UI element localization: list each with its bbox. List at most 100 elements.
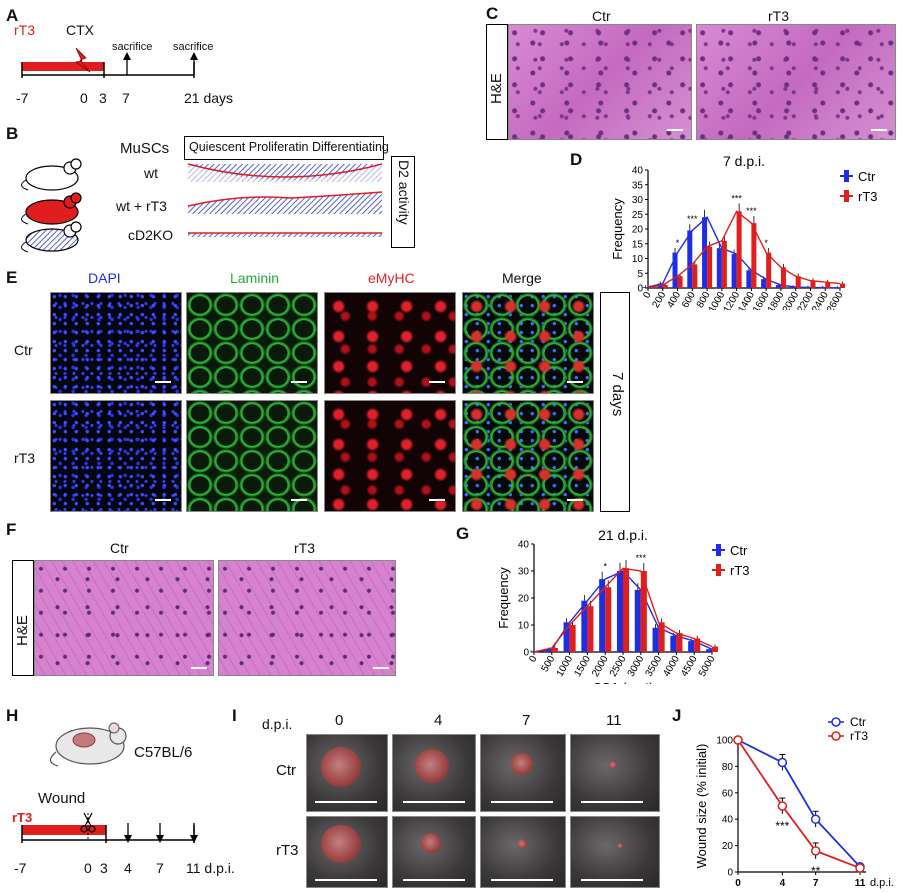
chart-j: 0 20 40 60 80 100 0 4 7 11 d.p.i. Wound size (% ini…: [694, 715, 894, 889]
panelE-row-rt3: rT3: [14, 450, 35, 466]
y-tick-label: 0: [523, 648, 529, 659]
bar-rt3: [810, 280, 816, 288]
point-rt3: [777, 801, 788, 811]
panelF-stain-label: H&E: [14, 615, 31, 646]
y-tick-label: 20: [632, 225, 644, 236]
panelB-stages: Quiescent Proliferatin Differentiating: [189, 140, 389, 154]
arrow-up-icon: [123, 52, 131, 60]
chart-d: 0510152025303540020040060080010001200140…: [610, 153, 878, 310]
x-tick-label: 7: [813, 878, 819, 889]
panelB-row-cd2ko: cD2KO: [128, 227, 174, 243]
panelH-tick-0: -7: [14, 860, 27, 876]
panelC-group-ctr: Ctr: [592, 8, 611, 24]
x-tick-label: 4: [780, 878, 786, 889]
significance-mark: ***: [687, 214, 698, 224]
bar-ctr: [672, 252, 678, 288]
panel-letter-e: E: [6, 268, 18, 287]
bar-ctr: [642, 287, 648, 288]
bar-ctr: [775, 285, 781, 288]
legend-label-ctr: Ctr: [850, 715, 866, 729]
panel-letter-c: C: [486, 4, 499, 23]
x-tick-label: 4500: [679, 654, 700, 679]
panelH-tick-4: 7: [156, 860, 164, 876]
significance-mark: ***: [636, 553, 647, 563]
bar-ctr: [687, 230, 693, 288]
bar-ctr: [616, 571, 623, 652]
bar-ctr: [716, 248, 722, 288]
panelE-channel-merge: Merge: [502, 270, 542, 286]
line-rt3: [533, 567, 713, 653]
panelB-row-wt: wt: [144, 165, 158, 181]
panelE-image-rt3-merge: [462, 400, 594, 512]
bar-rt3: [677, 276, 683, 288]
y-tick-label: 30: [632, 195, 644, 206]
panelI-day-4: 4: [434, 712, 443, 729]
panelA-tick-0: -7: [16, 90, 29, 106]
panelI-photo-rt3-0: [306, 816, 388, 888]
panelB-side-label: D2 activity: [396, 160, 412, 225]
line-ctr: [647, 216, 841, 289]
panelE-channel-dapi: DAPI: [88, 270, 121, 286]
arrow-down-icon: [124, 835, 132, 843]
bar-rt3: [662, 285, 668, 288]
bar-ctr: [563, 622, 570, 652]
x-tick-label: 2500: [608, 654, 629, 679]
arrow-down-icon: [156, 835, 164, 843]
x-tick-label: 4000: [661, 654, 682, 679]
y-tick-label: 40: [722, 815, 734, 826]
panel-letter-b: B: [6, 124, 19, 143]
y-tick-label: 10: [518, 621, 530, 632]
panelF-group-rt3: rT3: [294, 540, 315, 556]
significance-mark: *: [676, 238, 680, 248]
y-tick-label: 20: [518, 594, 530, 605]
bar-ctr: [581, 600, 588, 652]
line-rt3: [737, 739, 861, 869]
panelB-stage-box: Quiescent Proliferatin Differentiating: [184, 136, 389, 160]
panelC-stain-label: H&E: [488, 73, 505, 104]
bar-rt3: [640, 571, 647, 652]
point-rt3: [810, 846, 821, 856]
panelI-photo-ctr-11: [570, 734, 660, 812]
panel-letter-h: H: [6, 706, 19, 725]
mouse-cd2ko-icon: [21, 221, 82, 253]
panelH-event: Wound: [38, 790, 86, 807]
panelH-tick-5: 11 d.p.i.: [186, 860, 235, 876]
legend-label-rt3: rT3: [850, 729, 868, 743]
panelH-timeline: [21, 812, 198, 843]
x-tick-label: 600: [680, 290, 698, 310]
panelB-curve-rt3: [187, 191, 383, 207]
panelH-treatment: rT3: [12, 810, 33, 825]
panelH-tick-2: 3: [100, 860, 108, 876]
bar-ctr: [702, 217, 708, 288]
panelI-photo-rt3-7: [480, 816, 566, 888]
x-tick-label: 11: [855, 878, 866, 889]
panel-letter-d: D: [570, 150, 583, 169]
panelA-timeline: [21, 47, 198, 78]
x-tick-label: 400: [665, 290, 683, 310]
bar-ctr: [634, 589, 641, 652]
panelA-treatment-bar: [22, 62, 104, 71]
bar-rt3: [658, 622, 665, 652]
x-tick-label: 0: [527, 654, 540, 665]
panelI-day-0: 0: [335, 712, 344, 729]
panelB-side-box: [391, 156, 415, 248]
legend-marker-rt3: [831, 731, 841, 741]
bar-ctr: [746, 270, 752, 288]
point-rt3: [855, 863, 865, 873]
x-tick-label: 0: [735, 878, 741, 889]
panel-letter-j: J: [672, 706, 682, 725]
y-tick-label: 40: [518, 540, 530, 551]
bar-rt3: [751, 223, 757, 288]
y-axis-label: Frequency: [610, 198, 625, 260]
panelH-strain: C57BL/6: [134, 744, 193, 761]
panel-letter-f: F: [6, 520, 17, 539]
bar-ctr: [545, 649, 552, 652]
chart-title: 21 d.p.i.: [598, 527, 648, 543]
panelE-image-rt3-laminin: [186, 400, 318, 512]
panelA-tick-4: 21 days: [184, 90, 234, 106]
panelA-tick-2: 3: [99, 90, 107, 106]
panelE-image-ctr-dapi: [50, 292, 182, 394]
mouse-wound-icon: [49, 722, 127, 767]
panelB-diagram: [21, 158, 383, 253]
